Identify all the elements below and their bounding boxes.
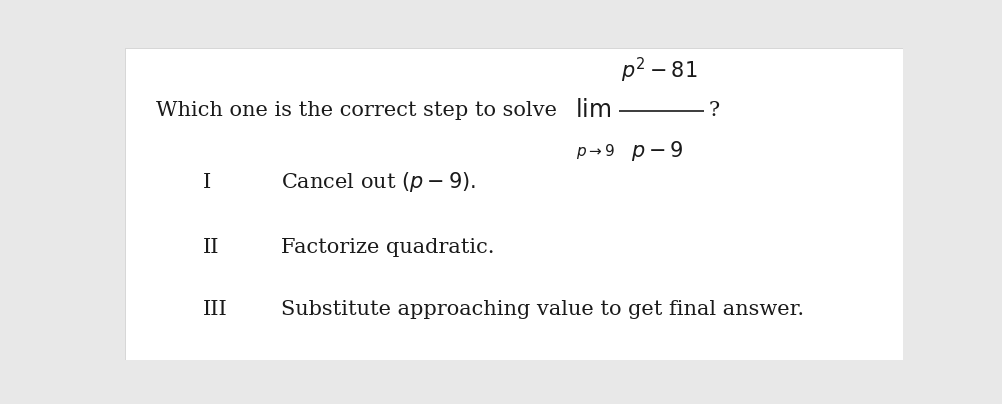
Text: $p^2-81$: $p^2-81$: [620, 56, 697, 85]
Text: ?: ?: [707, 101, 718, 120]
Text: II: II: [202, 238, 219, 257]
Text: I: I: [202, 173, 211, 192]
Text: $\mathrm{lim}$: $\mathrm{lim}$: [574, 99, 610, 122]
Text: $p-9$: $p-9$: [630, 139, 682, 163]
Text: Factorize quadratic.: Factorize quadratic.: [281, 238, 494, 257]
Text: Substitute approaching value to get final answer.: Substitute approaching value to get fina…: [281, 300, 804, 319]
Text: $p{\to}9$: $p{\to}9$: [575, 142, 614, 161]
Text: Cancel out $(p-9).$: Cancel out $(p-9).$: [281, 170, 475, 194]
FancyBboxPatch shape: [125, 48, 902, 360]
Text: Which one is the correct step to solve: Which one is the correct step to solve: [156, 101, 557, 120]
Text: III: III: [202, 300, 227, 319]
